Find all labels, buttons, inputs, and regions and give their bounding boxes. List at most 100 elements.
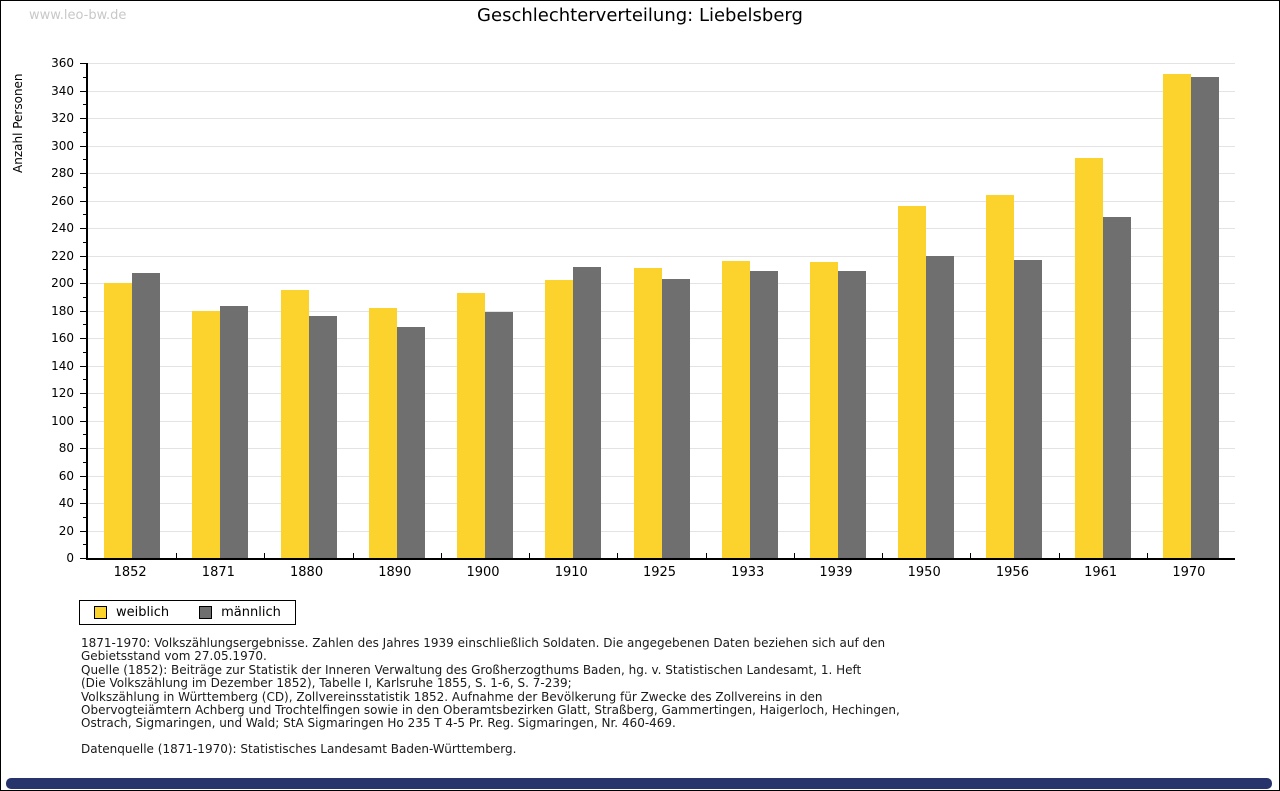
- y-tick-label: 320: [51, 111, 74, 125]
- bar-weiblich: [192, 310, 221, 558]
- x-boundary-tick: [1058, 553, 1060, 558]
- maennlich-swatch-icon: [199, 606, 213, 619]
- y-minor-tick: [83, 104, 86, 106]
- y-minor-tick: [83, 544, 86, 546]
- y-tick-label: 240: [51, 221, 74, 235]
- x-tick-label: 1950: [907, 565, 941, 580]
- x-boundary-tick: [705, 553, 707, 558]
- y-tick-label: 360: [51, 56, 74, 70]
- bar-maennlich: [837, 270, 866, 558]
- y-minor-tick: [83, 241, 86, 243]
- x-boundary-tick: [617, 553, 619, 558]
- y-minor-tick: [83, 214, 86, 216]
- bar-maennlich: [220, 306, 249, 558]
- y-tick-label: 200: [51, 276, 74, 290]
- bar-weiblich: [986, 195, 1015, 558]
- weiblich-swatch-icon: [94, 606, 107, 619]
- bar-weiblich: [104, 283, 133, 558]
- footnote-line: Ostrach, Sigmaringen, und Wald; StA Sigm…: [81, 716, 676, 731]
- y-axis: 0 20 40 60 80 100 120 140 160 180 200 220 240 260 280 3…: [1, 56, 86, 565]
- x-tick-label: 1880: [290, 565, 324, 580]
- y-major-tick: [80, 255, 86, 257]
- x-boundary-tick: [352, 553, 354, 558]
- legend-label-maennlich: männlich: [221, 605, 281, 620]
- bar-weiblich: [280, 289, 309, 558]
- x-boundary-tick: [1146, 553, 1148, 558]
- footnote-line: Obervogteiämtern Achberg und Trochtelfin…: [81, 703, 900, 718]
- x-boundary-tick: [440, 553, 442, 558]
- x-tick-label: 1871: [201, 565, 235, 580]
- x-boundary-tick: [529, 553, 531, 558]
- legend: weiblich männlich: [79, 600, 296, 625]
- x-tick-label: 1852: [113, 565, 147, 580]
- y-minor-tick: [83, 406, 86, 408]
- footnotes: 1871-1970: Volkszählungsergebnisse. Zahl…: [81, 636, 900, 731]
- x-tick-label: 1961: [1084, 565, 1118, 580]
- chart-title: Geschlechterverteilung: Liebelsberg: [477, 5, 803, 26]
- y-major-tick: [80, 145, 86, 147]
- bar-maennlich: [1014, 259, 1043, 558]
- x-tick-label: 1933: [731, 565, 765, 580]
- bar-maennlich: [308, 316, 337, 558]
- bar-weiblich: [1074, 157, 1103, 558]
- y-tick-label: 280: [51, 166, 74, 180]
- y-major-tick: [80, 448, 86, 449]
- gridline: [88, 200, 1235, 202]
- y-tick-label: 20: [58, 523, 74, 538]
- y-minor-tick: [83, 489, 86, 491]
- legend-item-weiblich: weiblich: [94, 605, 169, 620]
- x-boundary-tick: [176, 553, 178, 558]
- y-tick-label: 180: [51, 303, 74, 318]
- y-minor-tick: [83, 296, 86, 298]
- footnote-line: Volkszählung in Württemberg (CD), Zollve…: [81, 689, 823, 704]
- y-major-tick: [80, 283, 86, 284]
- x-tick-label: 1900: [466, 565, 500, 580]
- y-minor-tick: [83, 324, 86, 326]
- y-major-tick: [80, 310, 86, 312]
- gridline: [88, 255, 1235, 257]
- y-minor-tick: [83, 516, 86, 518]
- y-minor-tick: [83, 186, 86, 188]
- x-boundary-tick: [793, 553, 795, 558]
- y-major-tick: [80, 475, 86, 477]
- y-tick-label: 40: [58, 496, 74, 510]
- y-tick-label: 340: [51, 83, 74, 98]
- y-major-tick: [80, 503, 86, 504]
- bar-weiblich: [809, 262, 838, 558]
- y-major-tick: [80, 365, 86, 367]
- y-minor-tick: [83, 159, 86, 161]
- footnote-line: Quelle (1852): Beiträge zur Statistik de…: [81, 662, 862, 677]
- x-tick-label: 1925: [642, 565, 677, 580]
- plot-area: [86, 63, 1235, 560]
- y-major-tick: [80, 530, 86, 532]
- gridline: [88, 118, 1235, 119]
- y-tick-label: 100: [51, 413, 74, 428]
- bar-maennlich: [749, 270, 778, 558]
- bar-maennlich: [926, 255, 955, 558]
- y-minor-tick: [83, 379, 86, 381]
- y-tick-label: 140: [51, 358, 74, 373]
- x-boundary-tick: [970, 553, 972, 558]
- x-boundary-tick: [882, 553, 884, 558]
- legend-label-weiblich: weiblich: [116, 605, 170, 620]
- x-tick-label: 1910: [554, 565, 588, 580]
- y-tick-label: 220: [51, 248, 74, 263]
- gridline: [88, 63, 1235, 64]
- bar-maennlich: [132, 273, 161, 558]
- gridline: [88, 173, 1235, 174]
- footnote-line: (Die Volkszählung im Dezember 1852), Tab…: [81, 676, 572, 691]
- x-boundary-tick: [264, 553, 266, 558]
- x-tick-label: 1970: [1172, 565, 1206, 580]
- y-major-tick: [80, 200, 86, 202]
- y-tick-label: 120: [51, 386, 74, 400]
- bar-maennlich: [1102, 217, 1131, 558]
- y-major-tick: [80, 420, 86, 422]
- y-minor-tick: [83, 131, 86, 133]
- x-axis: 1852 1871 1880 1890 1900 1910 1925 1933 1939 1950…: [86, 563, 1233, 583]
- gridline: [88, 90, 1235, 92]
- footnote-line: 1871-1970: Volkszählungsergebnisse. Zahl…: [81, 636, 886, 650]
- bar-weiblich: [1162, 74, 1191, 558]
- bar-weiblich: [898, 206, 927, 558]
- datasource-line: Datenquelle (1871-1970): Statistisches L…: [81, 742, 517, 756]
- y-major-tick: [80, 338, 86, 339]
